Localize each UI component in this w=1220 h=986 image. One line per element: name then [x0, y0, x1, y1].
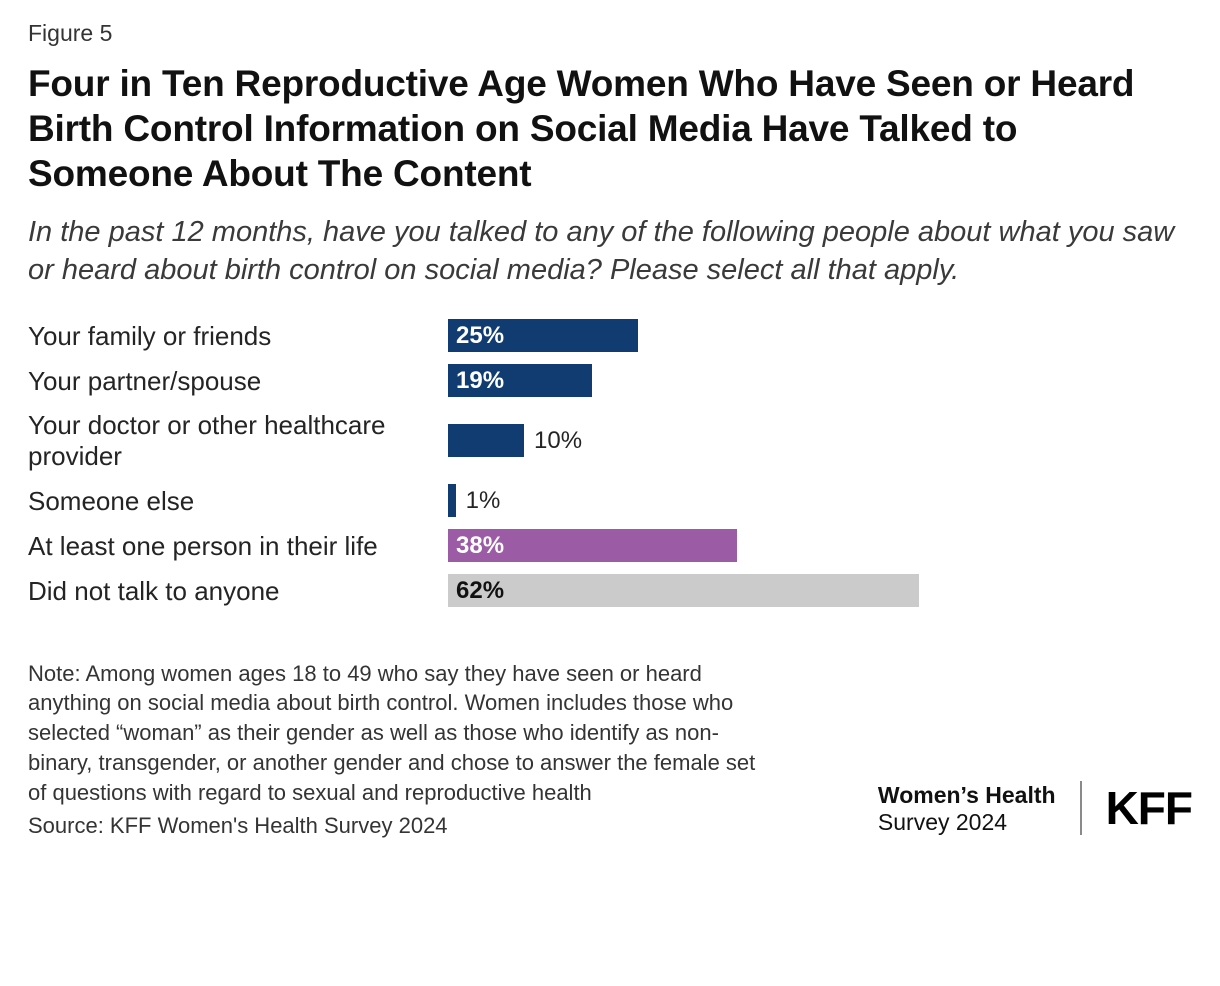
bar: 19% — [448, 364, 592, 397]
note-text: Note: Among women ages 18 to 49 who say … — [28, 659, 778, 807]
figure-container: Figure 5 Four in Ten Reproductive Age Wo… — [0, 0, 1220, 986]
bar-value: 10% — [524, 427, 582, 455]
bar-label: At least one person in their life — [28, 524, 438, 568]
bar-value: 25% — [448, 322, 504, 350]
bar-label: Someone else — [28, 479, 438, 523]
brand-line2: Survey 2024 — [878, 809, 1056, 835]
survey-question: In the past 12 months, have you talked t… — [28, 214, 1192, 289]
bar-cell: 62% — [448, 569, 1192, 613]
bar-label: Your partner/spouse — [28, 359, 438, 403]
bar-label: Your doctor or other healthcare provider — [28, 404, 438, 478]
notes-block: Note: Among women ages 18 to 49 who say … — [28, 659, 778, 839]
headline: Four in Ten Reproductive Age Women Who H… — [28, 61, 1192, 196]
bar-label: Your family or friends — [28, 314, 438, 358]
bar: 62% — [448, 574, 919, 607]
brand-line1: Women’s Health — [878, 782, 1056, 808]
bar — [448, 484, 456, 517]
brand-block: Women’s Health Survey 2024 KFF — [878, 781, 1192, 839]
bar-cell: 19% — [448, 359, 1192, 403]
bar-cell: 1% — [448, 479, 1192, 523]
bar-value: 38% — [448, 532, 504, 560]
bar-cell: 38% — [448, 524, 1192, 568]
footer: Note: Among women ages 18 to 49 who say … — [28, 659, 1192, 839]
bar-value: 19% — [448, 367, 504, 395]
bar-value: 1% — [456, 487, 501, 515]
brand-divider — [1080, 781, 1082, 835]
bar — [448, 424, 524, 457]
brand-logo: KFF — [1106, 781, 1192, 835]
bar-value: 62% — [448, 577, 504, 605]
bar: 38% — [448, 529, 737, 562]
figure-label: Figure 5 — [28, 20, 1192, 47]
source-text: Source: KFF Women's Health Survey 2024 — [28, 813, 778, 839]
brand-text: Women’s Health Survey 2024 — [878, 782, 1056, 835]
bar-label: Did not talk to anyone — [28, 569, 438, 613]
bar: 25% — [448, 319, 638, 352]
bar-chart: Your family or friends 25% Your partner/sp… — [28, 314, 1192, 613]
bar-cell: 10% — [448, 404, 1192, 478]
bar-cell: 25% — [448, 314, 1192, 358]
